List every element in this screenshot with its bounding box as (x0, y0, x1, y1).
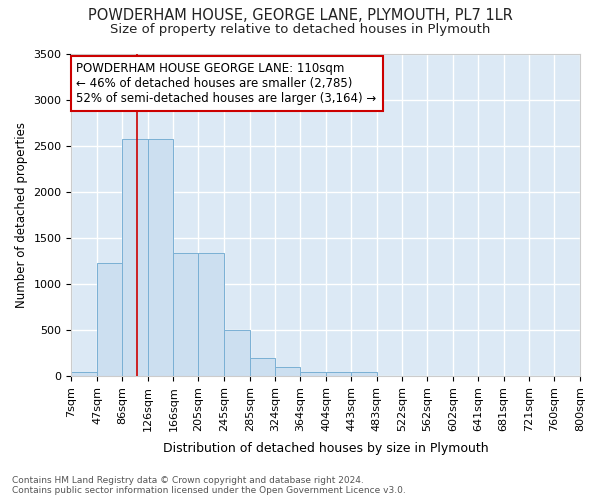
Bar (97, 263, 122, 376)
Bar (250, 358, 275, 376)
Y-axis label: Number of detached properties: Number of detached properties (15, 122, 28, 308)
Bar (275, 367, 301, 376)
Bar (148, 138, 173, 376)
X-axis label: Distribution of detached houses by size in Plymouth: Distribution of detached houses by size … (163, 442, 488, 455)
Bar (351, 372, 377, 376)
Text: POWDERHAM HOUSE GEORGE LANE: 110sqm
← 46% of detached houses are smaller (2,785): POWDERHAM HOUSE GEORGE LANE: 110sqm ← 46… (76, 62, 377, 105)
Bar (199, 253, 224, 376)
Bar (173, 253, 199, 376)
Bar (122, 138, 148, 376)
Bar (71, 372, 97, 376)
Text: Contains HM Land Registry data © Crown copyright and database right 2024.
Contai: Contains HM Land Registry data © Crown c… (12, 476, 406, 495)
Text: Size of property relative to detached houses in Plymouth: Size of property relative to detached ho… (110, 22, 490, 36)
Text: POWDERHAM HOUSE, GEORGE LANE, PLYMOUTH, PL7 1LR: POWDERHAM HOUSE, GEORGE LANE, PLYMOUTH, … (88, 8, 512, 22)
Bar (301, 372, 326, 376)
Bar (224, 330, 250, 376)
Bar (326, 372, 351, 376)
